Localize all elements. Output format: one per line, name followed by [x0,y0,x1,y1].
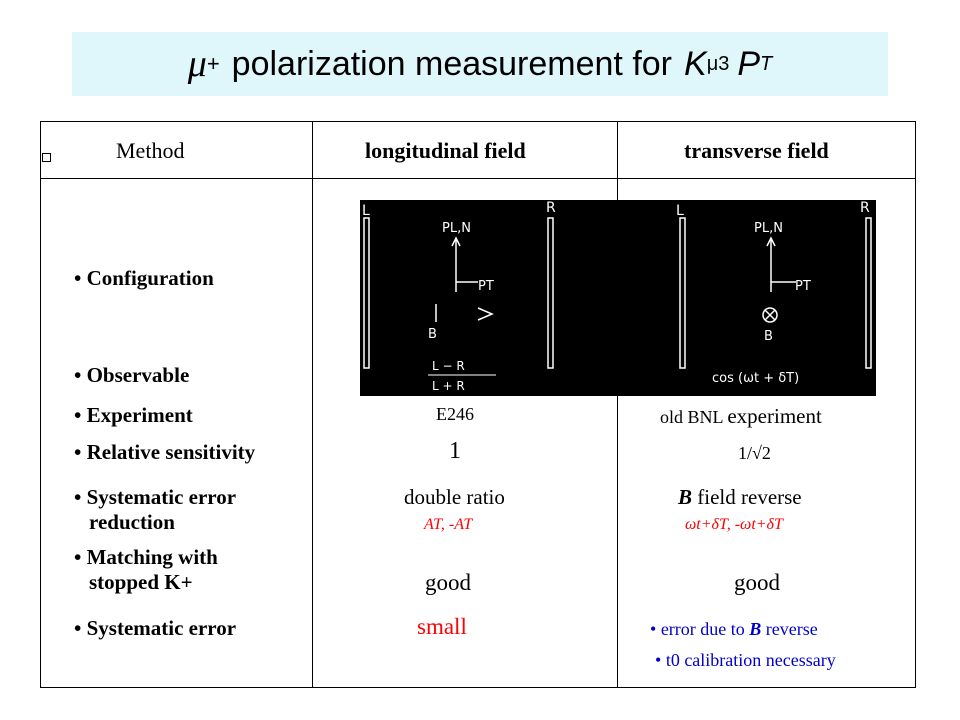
reduction-long-sub: AT, -AT [424,516,473,533]
field-into-page-icon [762,307,778,323]
label-R-2: R [860,200,870,216]
header-transverse: transverse field [684,138,829,163]
comparison-table [40,121,916,688]
label-PT-2: PT [795,279,811,294]
matching-long: good [425,570,471,595]
row-relative-sensitivity: • Relative sensitivity [74,440,256,464]
syst-error-trans-2-text: t0 calibration necessary [665,650,836,670]
label-L-2: L [676,203,684,219]
right-detector [547,217,554,369]
syst-error-long: small [417,614,467,639]
column-divider-1 [312,121,313,688]
syst-error-trans-1-B: B [749,619,762,639]
syst-error-trans-1-text: error due to [660,619,745,639]
experiment-trans-a: old BNL [660,407,723,427]
asym-denominator: L + R [432,379,465,393]
left-detector [363,217,370,369]
syst-error-trans-1: • error due to B reverse [650,619,818,639]
right-detector-2 [865,217,872,369]
header-divider [40,178,916,179]
label-B: B [428,327,437,342]
row-systematic-reduction-1: • Systematic error [74,485,237,509]
row-matching-2: stopped K+ [89,570,193,594]
label-L: L [362,203,370,219]
title-P-sub: T [760,52,773,75]
title-band [72,32,888,96]
reduction-trans-text: field reverse [697,485,802,509]
experiment-trans-b: experiment [727,404,822,428]
observable-formula: cos (ωt + δT) [712,371,799,386]
row-configuration: • Configuration [74,266,214,290]
label-PT: PT [478,279,494,294]
left-detector-2 [679,217,686,369]
reduction-long: double ratio [404,485,505,509]
matching-trans: good [734,570,780,595]
header-method: Method [116,138,185,163]
label-PLN-2: PL,N [754,221,783,236]
sensitivity-long: 1 [449,438,461,464]
label-R: R [546,200,556,216]
label-PLN: PL,N [442,221,471,236]
reduction-trans: B field reverse [678,485,802,510]
experiment-trans: old BNL experiment [660,404,822,429]
sensitivity-trans: 1/√2 [738,443,771,463]
field-arrow-icon [477,307,494,321]
asym-numerator: L − R [432,359,465,373]
row-observable: • Observable [74,363,190,387]
longitudinal-field-diagram: L R PL,N PT B L − R L + R [360,200,618,396]
row-experiment: • Experiment [74,403,193,427]
row-matching-1: • Matching with [74,545,218,569]
label-B-2: B [764,329,773,344]
title-K-sub: μ3 [706,52,730,75]
title-mu: μ [187,43,207,85]
small-box-marker [42,153,51,162]
title-text: polarization measurement for [231,44,672,83]
header-longitudinal: longitudinal field [365,138,526,163]
column-divider-2 [617,121,618,688]
syst-error-trans-1-end: reverse [765,619,818,639]
syst-error-trans-2: • t0 calibration necessary [655,650,836,670]
title-P: P [737,44,761,83]
row-systematic-reduction-2: reduction [89,510,175,534]
transverse-field-diagram: L R PL,N PT B cos (ωt + δT) [618,200,876,396]
row-systematic-error: • Systematic error [74,616,237,640]
experiment-long: E246 [436,404,474,424]
title-K: K [684,44,707,83]
reduction-trans-B: B [678,485,693,509]
reduction-trans-sub: ωt+δT, -ωt+δT [685,516,783,533]
title-plus: + [206,51,220,76]
